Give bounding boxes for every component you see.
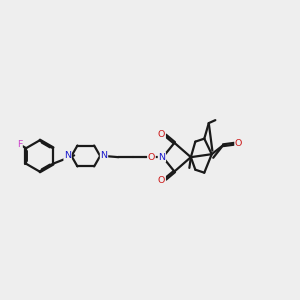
Text: N: N [100,152,107,160]
Text: O: O [158,130,165,139]
Text: F: F [17,140,22,149]
Text: N: N [158,153,165,162]
Text: N: N [64,152,71,160]
Text: O: O [235,139,242,148]
Text: O: O [148,153,155,162]
Text: O: O [158,176,165,185]
